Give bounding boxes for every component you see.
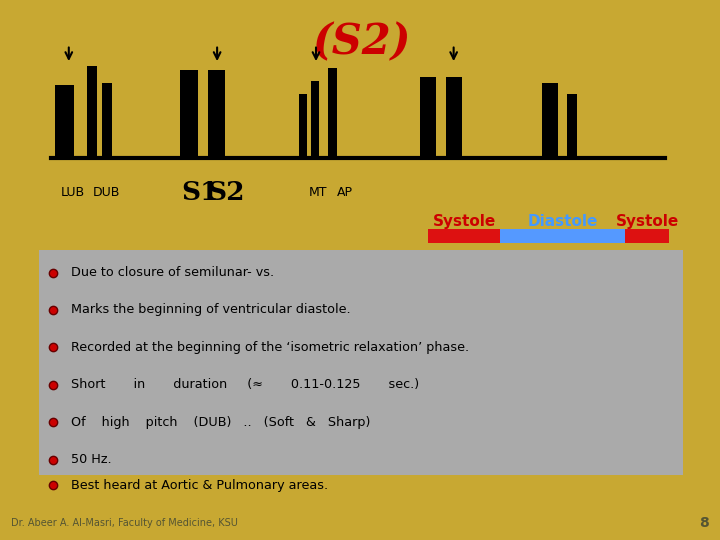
Text: 50 Hz.: 50 Hz. [71, 453, 112, 466]
Bar [180, 70, 199, 158]
Text: LUB: LUB [60, 186, 85, 199]
Text: Marks the beginning of ventricular diastole.: Marks the beginning of ventricular diast… [71, 303, 351, 316]
Bar [446, 77, 462, 158]
Text: Diastole: Diastole [528, 213, 598, 228]
Text: S1: S1 [181, 179, 218, 205]
Text: AP: AP [337, 186, 353, 199]
Text: (S2): (S2) [312, 21, 410, 63]
Text: Dr. Abeer A. Al-Masri, Faculty of Medicine, KSU: Dr. Abeer A. Al-Masri, Faculty of Medici… [11, 517, 238, 528]
Text: Of    high    pitch    (DUB)   ..   (Soft   &   Sharp): Of high pitch (DUB) .. (Soft & Sharp) [71, 416, 370, 429]
Bar [88, 66, 97, 158]
Bar [55, 85, 74, 158]
Bar [500, 230, 626, 243]
Text: MT: MT [309, 186, 328, 199]
Bar [420, 77, 436, 158]
Bar [626, 230, 669, 243]
Bar [542, 83, 558, 158]
Bar [299, 94, 307, 158]
Text: Recorded at the beginning of the ‘isometric relaxation’ phase.: Recorded at the beginning of the ‘isomet… [71, 341, 469, 354]
Bar [567, 94, 577, 158]
Text: Systole: Systole [433, 213, 496, 228]
Text: Short       in       duration     (≈       0.11-0.125       sec.): Short in duration (≈ 0.11-0.125 sec.) [71, 379, 419, 392]
Bar [328, 68, 337, 158]
Bar [428, 230, 500, 243]
Text: S2: S2 [208, 179, 246, 205]
Bar [40, 250, 683, 475]
Bar [102, 83, 112, 158]
Bar [208, 70, 225, 158]
Text: Due to closure of semilunar- vs.: Due to closure of semilunar- vs. [71, 266, 274, 279]
Bar [310, 81, 320, 158]
Text: 8: 8 [699, 516, 709, 530]
Text: DUB: DUB [92, 186, 120, 199]
Text: Best heard at Aortic & Pulmonary areas.: Best heard at Aortic & Pulmonary areas. [71, 479, 328, 492]
Text: Systole: Systole [616, 213, 679, 228]
